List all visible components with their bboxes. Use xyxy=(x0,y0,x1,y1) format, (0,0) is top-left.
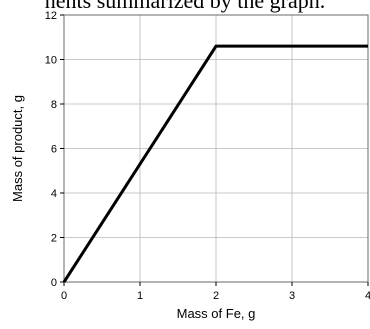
y-tick-label: 10 xyxy=(45,55,57,67)
x-tick-label: 3 xyxy=(289,290,295,302)
x-tick-label: 4 xyxy=(365,290,370,302)
y-tick-label: 12 xyxy=(45,10,57,22)
y-tick-label: 6 xyxy=(51,144,57,156)
y-axis-title: Mass of product, g xyxy=(10,95,25,202)
caption-text: nents summarized by the graph. xyxy=(44,0,326,13)
series-layer xyxy=(62,44,368,283)
x-tick-label: 2 xyxy=(213,290,219,302)
grid xyxy=(64,15,368,282)
y-tick-label: 2 xyxy=(51,233,57,245)
axes xyxy=(60,14,369,286)
y-tick-label: 4 xyxy=(51,188,57,200)
x-tick-label: 0 xyxy=(61,290,67,302)
y-tick-label: 0 xyxy=(51,277,57,289)
series-line xyxy=(62,44,368,283)
y-tick-label: 8 xyxy=(51,99,57,111)
x-axis-title: Mass of Fe, g xyxy=(177,306,256,321)
x-tick-label: 1 xyxy=(137,290,143,302)
